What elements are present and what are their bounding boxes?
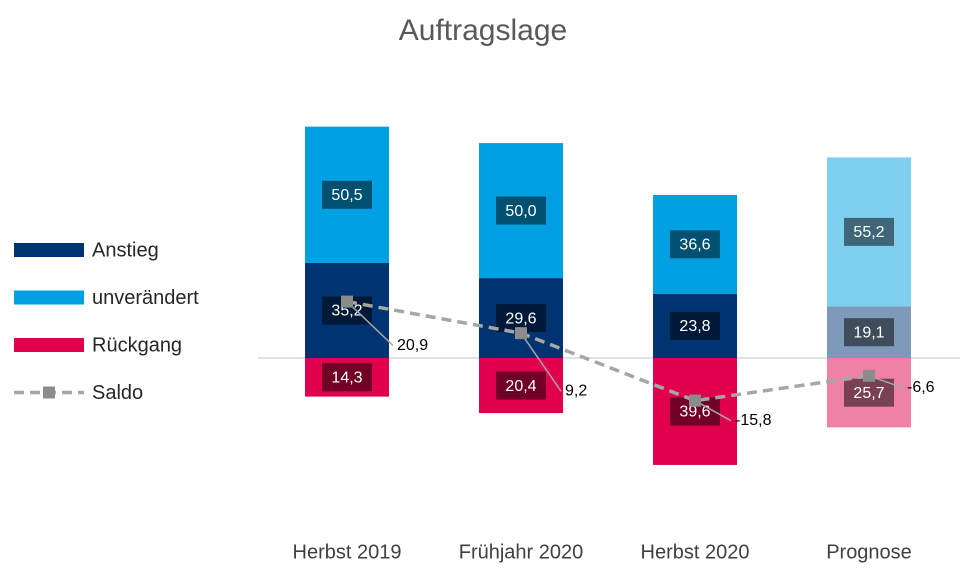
saldo-marker <box>863 369 875 382</box>
label-box <box>844 378 894 407</box>
data-label: 50,5 <box>331 187 362 204</box>
x-tick-label: Herbst 2020 <box>641 541 750 563</box>
label-box <box>844 217 894 246</box>
data-label: 19,1 <box>853 324 884 341</box>
data-label: 9,2 <box>565 382 587 399</box>
legend-label: unverändert <box>92 287 199 309</box>
legend-label: Rückgang <box>92 334 182 356</box>
legend-swatch <box>14 243 84 257</box>
saldo-marker <box>341 295 353 308</box>
x-tick-label: Prognose <box>826 541 912 563</box>
saldo-marker <box>689 394 701 407</box>
label-box <box>322 363 372 392</box>
data-label: 29,6 <box>505 310 536 327</box>
label-box <box>496 371 546 400</box>
legend-label: Saldo <box>92 382 143 404</box>
data-label: -15,8 <box>735 412 772 429</box>
saldo-line <box>346 299 870 403</box>
label-box <box>496 196 546 225</box>
label-box <box>670 230 720 259</box>
label-box <box>844 318 894 347</box>
legend-swatch <box>14 338 84 352</box>
data-label: 20,4 <box>505 378 536 395</box>
data-label: -6,6 <box>907 379 935 396</box>
data-label: 25,7 <box>853 385 884 402</box>
data-label: 36,6 <box>679 237 710 254</box>
data-label: 39,6 <box>679 404 710 421</box>
data-label: 35,2 <box>331 303 362 320</box>
chart-title: Auftragslage <box>399 14 567 47</box>
legend-label: Anstieg <box>92 239 159 261</box>
x-tick-label: Frühjahr 2020 <box>459 541 584 563</box>
data-label: 50,0 <box>505 203 536 220</box>
legend-swatch <box>14 290 84 305</box>
data-label: 55,2 <box>853 224 884 241</box>
leader-line <box>346 301 394 347</box>
data-label: 14,3 <box>331 370 362 387</box>
x-tick-label: Herbst 2019 <box>293 541 402 563</box>
legend-marker <box>43 386 55 399</box>
data-label: 23,8 <box>679 318 710 335</box>
data-label: 20,9 <box>397 337 428 354</box>
leader-line <box>520 332 562 392</box>
saldo-marker <box>515 327 527 340</box>
label-box <box>322 180 372 209</box>
label-box <box>670 311 720 340</box>
